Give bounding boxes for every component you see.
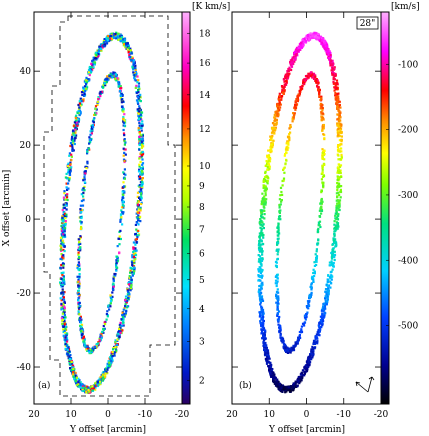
colorbar-tick-label: 8	[199, 203, 205, 213]
colorbar-b: -500 -400 -300 -200 -100 [km/s]	[380, 2, 420, 405]
colorbar-ticks-a: 2 3 4 5 6 7 8 9 10 12 14 16 18	[187, 29, 211, 387]
beam-label: 28"	[360, 19, 376, 29]
y-axis-label-a: X offset [arcmin]	[2, 170, 12, 246]
colorbar-gradient-a	[182, 12, 190, 404]
colorbar-tick-label: 12	[199, 125, 210, 135]
x-axis-label-a: Y offset [arcmin]	[69, 425, 146, 435]
velocity-map	[257, 31, 343, 394]
y-axis-ticks-a: 40 20 0 -20 -40	[17, 67, 182, 373]
plot-frame-b	[231, 11, 382, 405]
colorbar-tick-label: -300	[398, 191, 418, 201]
panel-b: 20 10 0 -10 -20 28" (b) Y offset [arcmin]	[226, 11, 389, 435]
colorbar-tick-label: 10	[199, 162, 211, 172]
y-tick-label: 40	[20, 67, 32, 77]
x-tick-label: 20	[226, 410, 238, 420]
colorbar-tick-label: 5	[199, 276, 205, 286]
x-axis-ticks-b: 20 10 0 -10 -20	[226, 12, 389, 420]
colorbar-unit-a: [K km/s]	[192, 2, 230, 12]
y-tick-label: 0	[25, 215, 31, 225]
colorbar-a: 2 3 4 5 6 7 8 9 10 12 14 16 18 [K km/s]	[181, 2, 230, 405]
colorbar-tick-label: -200	[398, 126, 418, 136]
colorbar-tick-label: 3	[199, 338, 205, 348]
compass-arrows	[355, 376, 375, 393]
colorbar-frame-a	[181, 11, 191, 405]
colorbar-tick-label: 4	[199, 305, 205, 315]
y-axis-ticks-b	[232, 70, 381, 368]
colorbar-tick-label: -500	[398, 322, 418, 332]
x-tick-label: 0	[105, 410, 111, 420]
panel-label-a: (a)	[38, 380, 50, 391]
x-axis-label-b: Y offset [arcmin]	[268, 425, 345, 435]
x-tick-label: 0	[304, 410, 310, 420]
colorbar-tick-label: -400	[398, 256, 418, 266]
colorbar-tick-label: 2	[199, 377, 205, 387]
colorbar-gradient-b	[381, 12, 389, 404]
colorbar-tick-label: 7	[199, 225, 205, 235]
colorbar-ticks-b: -500 -400 -300 -200 -100	[386, 60, 418, 332]
colorbar-tick-label: 9	[199, 182, 205, 192]
y-tick-label: -40	[17, 363, 32, 373]
colorbar-tick-label: -100	[398, 60, 418, 70]
colorbar-tick-label: 18	[199, 29, 211, 39]
x-tick-label: -20	[374, 410, 389, 420]
x-tick-label: -10	[337, 410, 352, 420]
x-tick-label: -20	[175, 410, 190, 420]
panel-a: 20 10 0 -10 -20 40 20 0 -20 -40 (a) Y offset [ar…	[2, 11, 190, 435]
survey-boundary-outline	[43, 15, 176, 397]
beam-box: 28"	[356, 16, 379, 30]
colorbar-tick-label: 16	[199, 59, 211, 69]
x-tick-label: 20	[28, 410, 40, 420]
x-tick-label: 10	[65, 410, 77, 420]
colorbar-unit-b: [km/s]	[391, 2, 420, 12]
y-tick-label: 20	[20, 141, 32, 151]
colorbar-frame-b	[380, 11, 390, 405]
x-tick-label: -10	[138, 410, 153, 420]
intensity-map	[59, 31, 145, 394]
colorbar-tick-label: 6	[199, 250, 205, 260]
x-tick-label: 10	[264, 410, 276, 420]
panel-label-b: (b)	[239, 380, 252, 391]
y-tick-label: -20	[17, 289, 32, 299]
colorbar-tick-label: 14	[199, 91, 211, 101]
